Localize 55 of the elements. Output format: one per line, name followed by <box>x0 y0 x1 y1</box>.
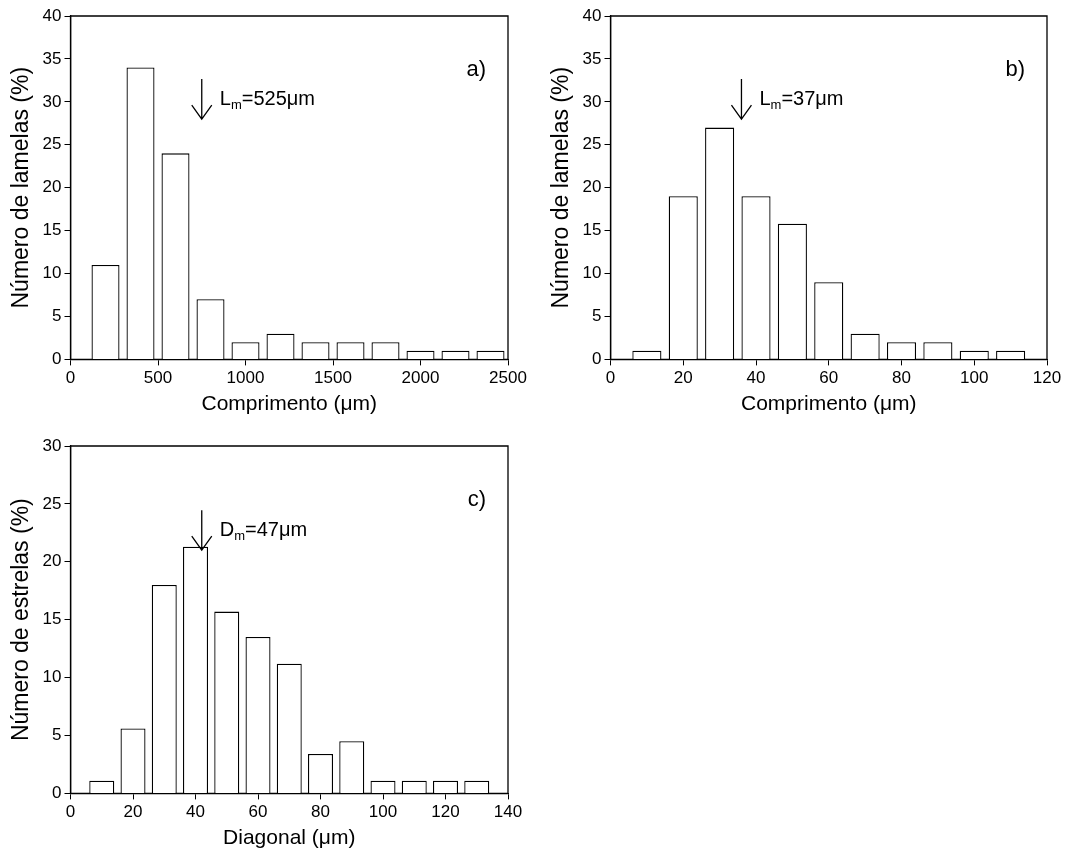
y-tick-label: 40 <box>42 5 62 25</box>
y-tick-label: 35 <box>582 48 602 68</box>
annotation: a) <box>466 56 486 81</box>
y-tick-label: 40 <box>582 5 602 25</box>
x-tick-label: 0 <box>65 802 76 822</box>
x-tick-label: 0 <box>65 368 76 388</box>
y-tick-label: 30 <box>42 91 62 111</box>
x-tick-label: 40 <box>186 802 205 822</box>
annotation: c) <box>467 486 486 511</box>
x-tick-label: 60 <box>248 802 268 822</box>
x-tick-label: 20 <box>123 802 143 822</box>
x-tick-label: 100 <box>368 802 398 822</box>
y-tick-label: 5 <box>592 306 602 326</box>
x-tick-label: 20 <box>673 368 693 388</box>
y-tick-label: 0 <box>52 783 62 803</box>
x-axis-title: Comprimento (μm) <box>741 391 917 415</box>
y-tick-label: 20 <box>582 177 602 197</box>
x-tick-label: 140 <box>493 802 523 822</box>
y-tick-label: 15 <box>42 609 62 629</box>
x-tick-label: 40 <box>746 368 766 388</box>
x-axis-title: Diagonal (μm) <box>223 825 356 849</box>
y-tick-label: 25 <box>42 134 62 154</box>
x-tick-label: 0 <box>605 368 616 388</box>
y-tick-label: 30 <box>582 91 602 111</box>
y-tick-label: 35 <box>42 48 62 68</box>
x-tick-label: 60 <box>819 368 839 388</box>
y-tick-label: 25 <box>582 134 602 154</box>
x-axis-title: Comprimento (μm) <box>201 391 377 415</box>
y-tick-label: 0 <box>52 349 62 369</box>
annotation: b) <box>1005 56 1025 81</box>
y-axis-title: Número de estrelas (%) <box>7 498 34 742</box>
y-tick-label: 0 <box>592 349 602 369</box>
y-tick-label: 20 <box>42 177 62 197</box>
y-tick-label: 30 <box>42 435 62 455</box>
y-tick-label: 25 <box>42 493 62 513</box>
x-tick-label: 2000 <box>401 368 440 388</box>
y-tick-label: 20 <box>42 551 62 571</box>
x-tick-label: 100 <box>960 368 989 388</box>
y-tick-label: 10 <box>42 667 62 687</box>
y-tick-label: 15 <box>42 220 62 240</box>
x-tick-label: 1500 <box>314 368 352 388</box>
y-tick-label: 5 <box>52 725 62 745</box>
x-tick-label: 80 <box>892 368 911 388</box>
x-tick-label: 120 <box>1032 368 1062 388</box>
y-tick-label: 15 <box>582 220 602 240</box>
y-tick-label: 10 <box>582 263 602 283</box>
y-tick-label: 10 <box>42 263 62 283</box>
y-tick-label: 5 <box>52 306 62 326</box>
x-tick-label: 80 <box>311 802 330 822</box>
x-tick-label: 2500 <box>489 368 527 388</box>
y-axis-title: Número de lamelas (%) <box>547 66 574 309</box>
x-tick-label: 1000 <box>226 368 265 388</box>
x-tick-label: 500 <box>143 368 173 388</box>
y-axis-title: Número de lamelas (%) <box>7 66 34 309</box>
x-tick-label: 120 <box>431 802 460 822</box>
